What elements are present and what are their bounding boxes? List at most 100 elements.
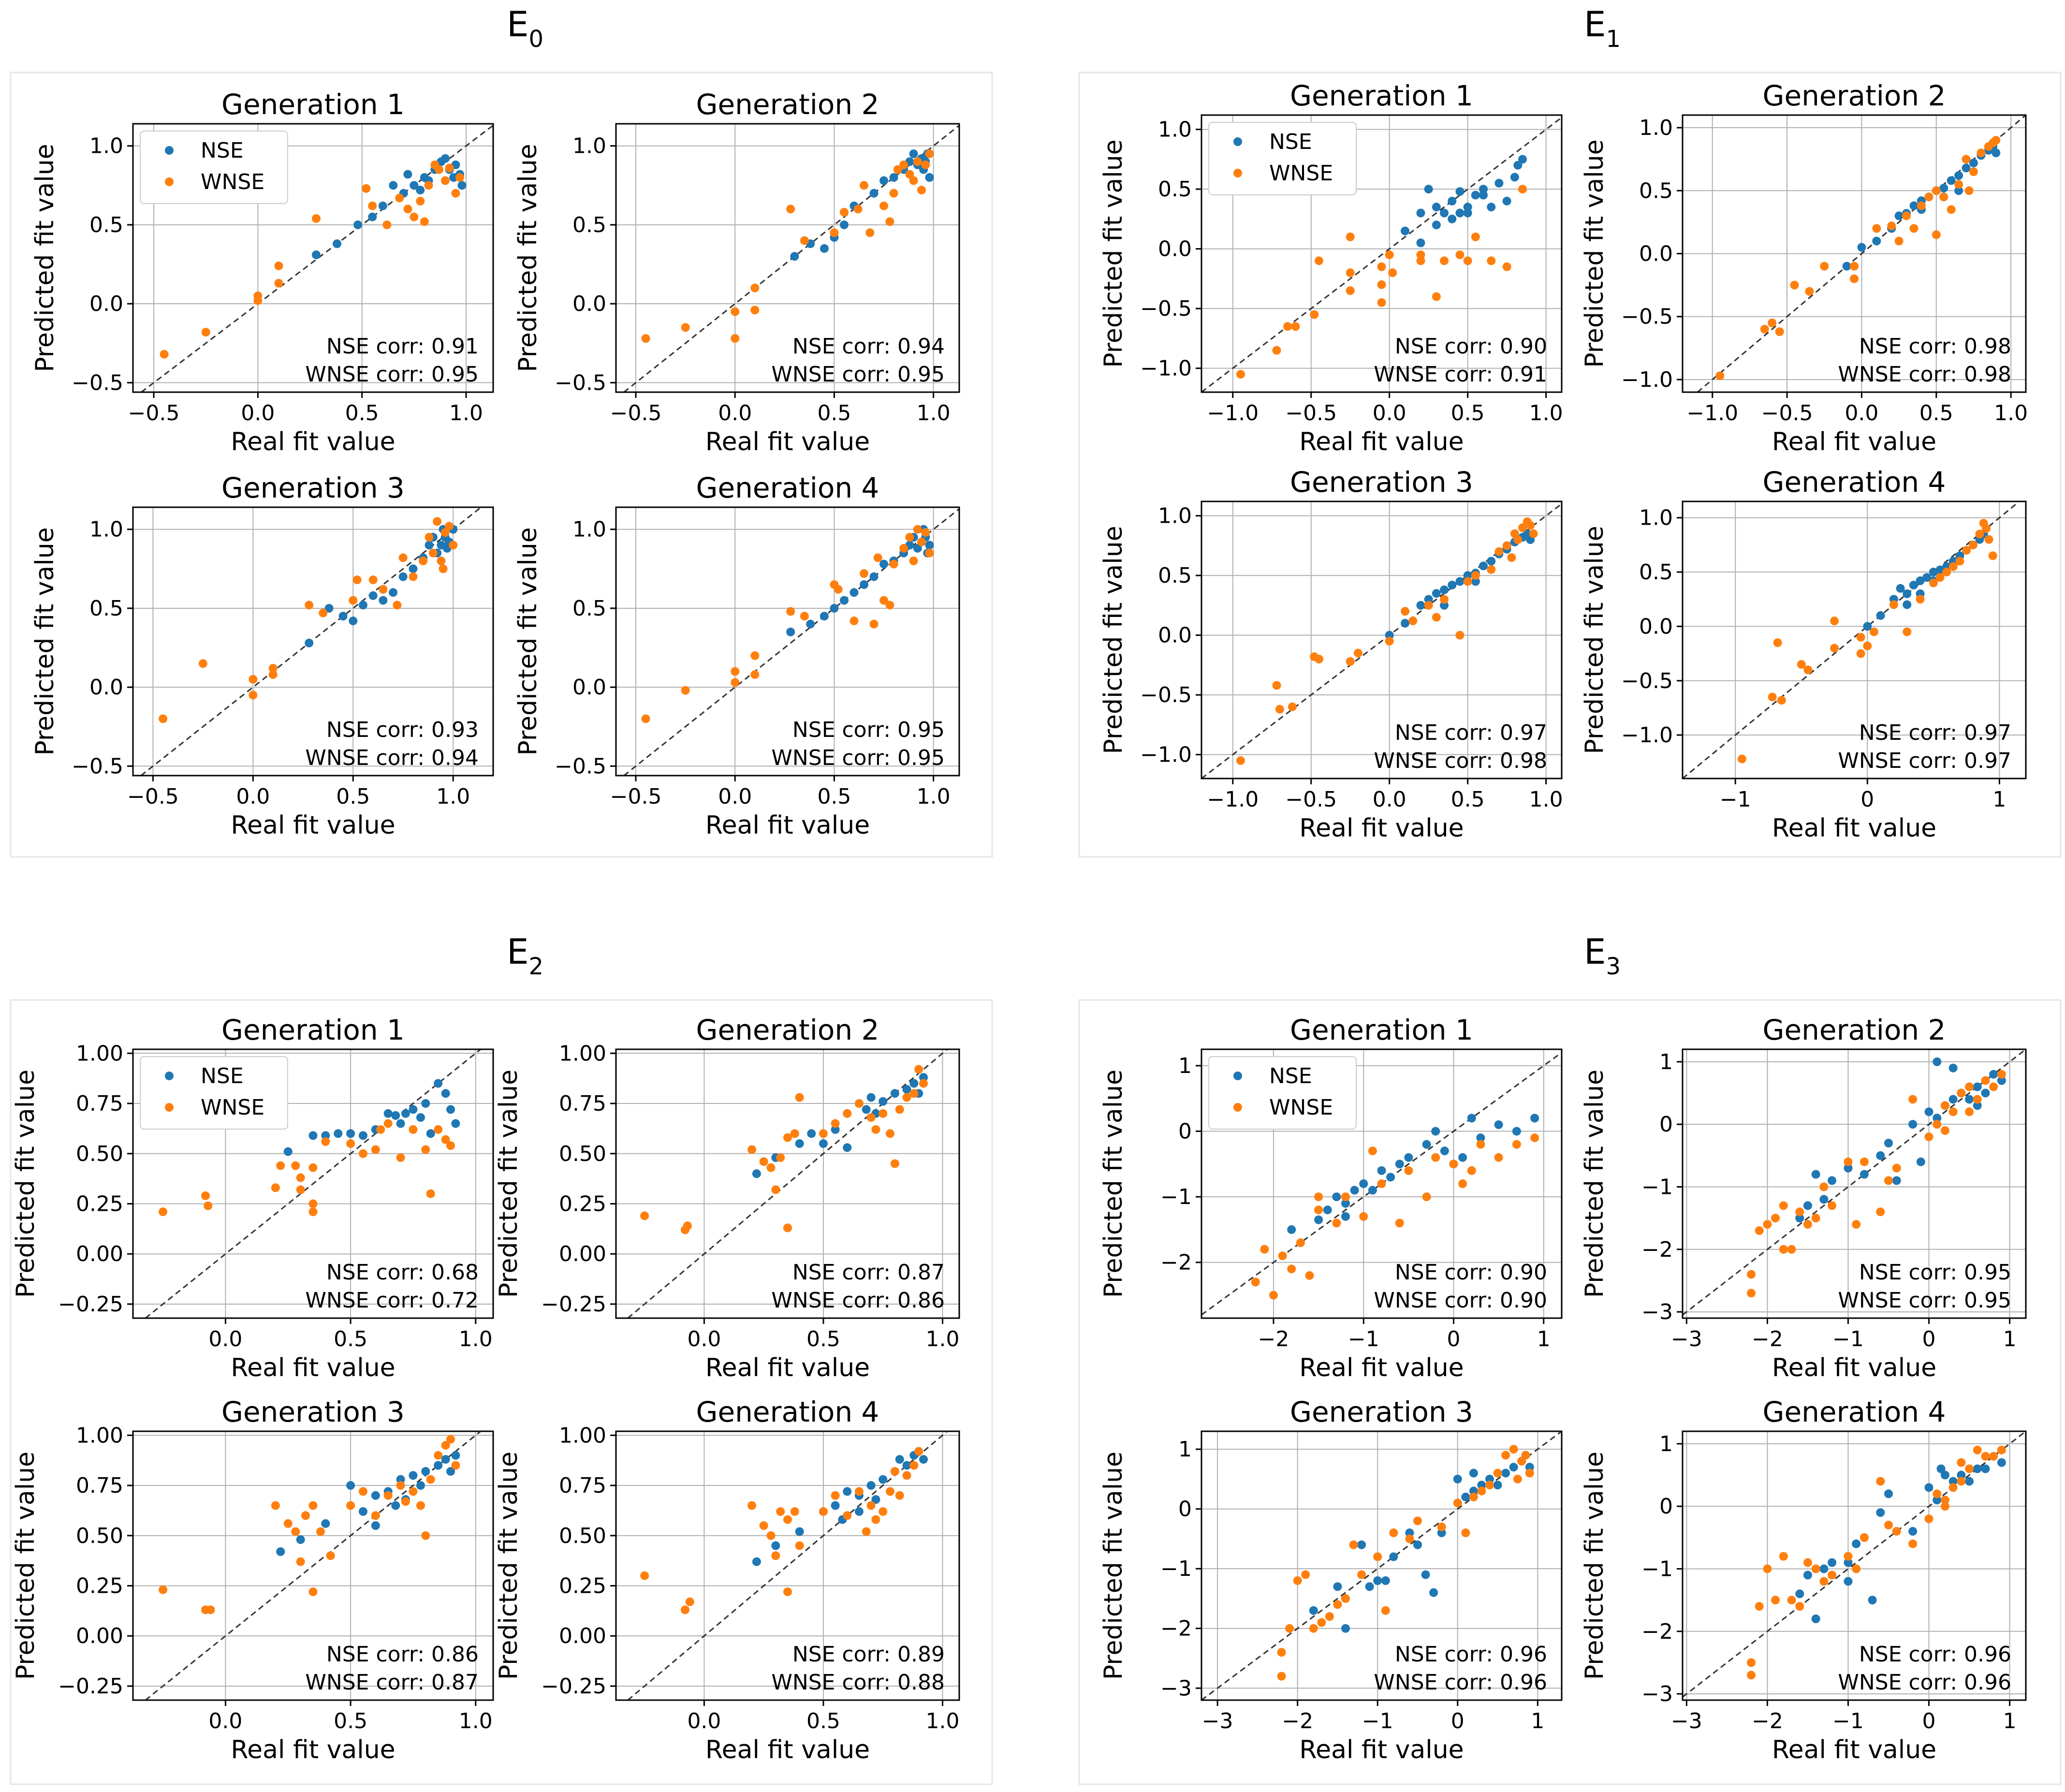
y-tick-label: 0.00 (76, 1242, 123, 1266)
x-tick-label: 0.0 (687, 1709, 721, 1733)
x-axis-label: Real fit value (705, 427, 870, 456)
axes-frame (132, 506, 494, 777)
x-axis-label: Real fit value (705, 1353, 870, 1382)
subplot-11: 0.0 0.5 1.0 −0.25 0.00 0.25 0.50 0.75 1.00 Genera… (11, 1395, 494, 1764)
nse-point (446, 1105, 455, 1114)
subplot-title: Generation 1 (1290, 1014, 1473, 1046)
x-tick-label: −0.5 (1285, 787, 1337, 812)
y-tick-label: 0.00 (76, 1624, 123, 1648)
wnse-point (433, 517, 442, 526)
wnse-point (1293, 1576, 1302, 1585)
nse-point (895, 1455, 904, 1464)
wnse-point (1401, 607, 1410, 616)
identity-line (627, 1049, 948, 1318)
nse-point (1416, 601, 1425, 610)
wnse-point (393, 601, 402, 610)
nse-point (416, 1113, 425, 1122)
wnse-point (921, 528, 930, 537)
wnse-point (1954, 180, 1963, 189)
wnse-point (1779, 1245, 1788, 1254)
wnse-point (914, 1447, 923, 1456)
subplot-9: 0.0 0.5 1.0 −0.25 0.00 0.25 0.50 0.75 1.00 Genera… (11, 1014, 494, 1382)
legend: NSE WNSE (140, 1056, 288, 1130)
wnse-point (424, 181, 433, 190)
wnse-point (451, 1461, 460, 1470)
wnse-point (253, 296, 263, 305)
wnse-point (1416, 256, 1425, 265)
nse-point (752, 1169, 761, 1178)
nse-point (1908, 1120, 1918, 1129)
wnse-point (1278, 1251, 1287, 1261)
wnse-point (895, 1491, 904, 1500)
nse-point (925, 541, 934, 550)
nse-point (909, 1079, 919, 1088)
x-axis-label: Real fit value (231, 427, 395, 456)
wnse-point (1431, 1153, 1440, 1162)
nse-point (371, 1491, 380, 1500)
wnse-point (425, 533, 434, 542)
subplot-7: −1.0 −0.5 0.0 0.5 1.0 −1.0 −0.5 0.0 0.5 1.0 Genera… (1099, 466, 1563, 843)
wnse-point (1715, 371, 1725, 381)
wnse-point (1916, 595, 1925, 604)
wnse-point (159, 1585, 168, 1594)
nse-point (1924, 1483, 1933, 1492)
y-tick-label: −0.25 (58, 1292, 123, 1317)
wnse-point (1797, 660, 1806, 669)
nse-point (819, 1139, 828, 1148)
nse-point (1852, 1539, 1861, 1548)
wnse-point (1856, 649, 1865, 658)
wnse-point (893, 165, 902, 174)
wnse-point (759, 1521, 768, 1530)
axes-frame (1201, 500, 1563, 779)
wnse-point (641, 714, 650, 723)
wnse-point (1924, 1132, 1933, 1142)
nse-point (434, 1461, 443, 1470)
wnse-point (1787, 1596, 1796, 1605)
nse-point (1381, 1576, 1390, 1585)
wnse-point (301, 1511, 310, 1520)
y-tick-label: 0.0 (1158, 623, 1192, 648)
nse-point (925, 173, 934, 182)
nse-point (879, 1475, 888, 1484)
x-tick-label: −2 (1282, 1709, 1313, 1733)
nse-point (839, 220, 849, 229)
points (640, 1447, 928, 1615)
y-tick-label: 0.5 (572, 213, 606, 237)
wnse-corr-label: WNSE corr: 0.72 (305, 1288, 479, 1313)
y-tick-label: 1 (1659, 1050, 1673, 1074)
wnse-point (1512, 1140, 1521, 1149)
nse-point (1876, 1151, 1885, 1160)
nse-point (1510, 173, 1519, 182)
wnse-corr-label: WNSE corr: 0.98 (1374, 749, 1547, 773)
nse-point (1844, 1163, 1853, 1173)
nse-point (1440, 585, 1449, 594)
wnse-point (1455, 631, 1465, 640)
y-tick-label: −0.5 (555, 754, 606, 778)
wnse-point (1884, 1176, 1893, 1185)
wnse-point (1984, 535, 1993, 544)
subplot-title: Generation 2 (696, 1014, 879, 1046)
legend-wnse-marker (165, 177, 174, 186)
x-tick-label: 0.5 (1919, 401, 1953, 426)
nse-point (1385, 631, 1394, 640)
wnse-point (428, 548, 438, 558)
nse-point (1463, 203, 1472, 212)
wnse-point (1964, 186, 1974, 195)
wnse-point (1509, 1445, 1518, 1454)
y-tick-label: 0.75 (559, 1473, 606, 1498)
axes-frame (1682, 1430, 2027, 1701)
wnse-point (249, 675, 258, 684)
y-tick-label: 0 (1178, 1497, 1192, 1522)
nse-point (1916, 1157, 1925, 1166)
nse-point (1803, 1201, 1812, 1210)
wnse-point (750, 651, 760, 660)
wnse-point (1513, 535, 1523, 544)
wnse-point (1803, 1220, 1812, 1229)
wnse-point (902, 1093, 911, 1102)
legend-box (140, 1056, 288, 1130)
nse-point (409, 1105, 418, 1114)
nse-point (1332, 1192, 1341, 1202)
x-tick-label: 0.5 (806, 1709, 840, 1733)
identity-line (1201, 1431, 1562, 1700)
wnse-point (1314, 256, 1323, 265)
